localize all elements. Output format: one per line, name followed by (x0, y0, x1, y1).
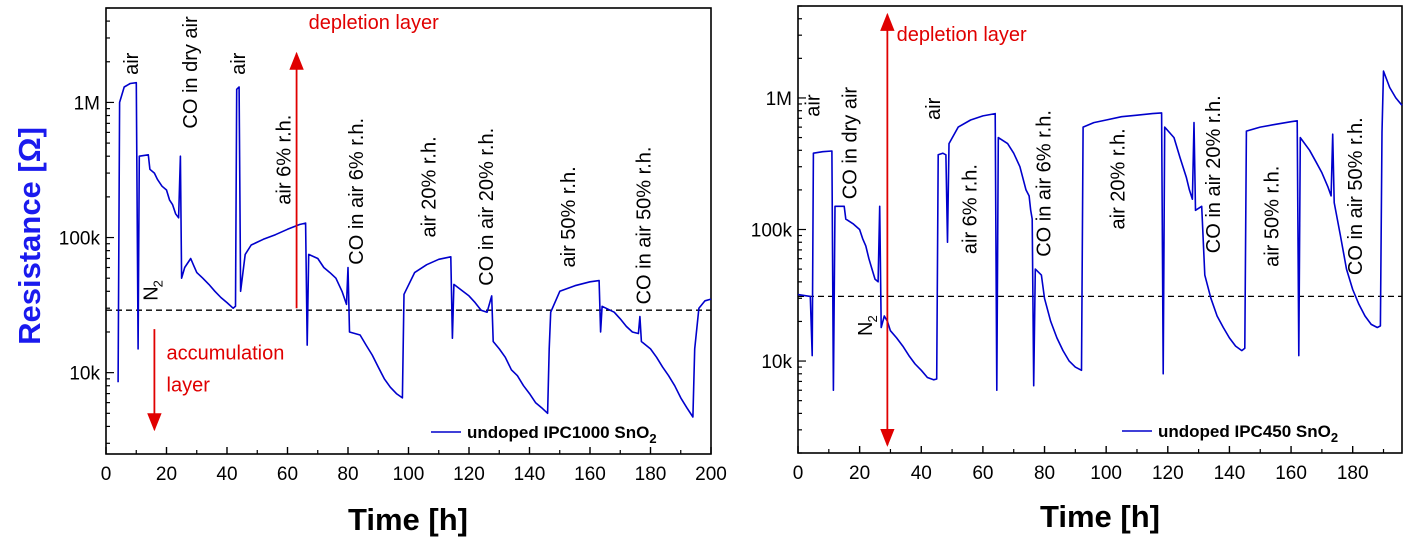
y-tick-label: 100k (59, 229, 101, 250)
annotation-label: CO in dry air (180, 16, 202, 129)
x-tick-label: 40 (911, 463, 932, 484)
x-tick-label: 140 (514, 464, 546, 485)
annotation-label: air (121, 52, 143, 75)
annotation-label: air (228, 52, 250, 75)
x-tick-label: 180 (635, 464, 667, 485)
y-tick-label: 1M (74, 93, 100, 114)
annotation-label: CO in air 20% r.h. (1203, 95, 1225, 253)
plot-panel-right: 0 20 40 60 80 100 120 140 160 180 10k 100k 1M air CO i… (751, 5, 1403, 484)
y-tick-label: 100k (751, 221, 793, 242)
annotation-label: CO in air 6% r.h. (346, 118, 368, 265)
x-tick-label: 0 (793, 463, 804, 484)
annotation-label: CO in air 20% r.h. (476, 128, 498, 286)
annotation-label: N2 (855, 315, 880, 336)
annotation-label: air 20% r.h. (419, 136, 441, 237)
x-tick-label: 60 (277, 464, 298, 485)
annotation-label: CO in air 6% r.h. (1034, 110, 1056, 257)
annotation-label: CO in air 50% r.h. (1345, 117, 1367, 275)
x-tick-label: 140 (1214, 463, 1246, 484)
annotation-label: air 50% r.h. (1262, 166, 1284, 267)
y-tick-label: 1M (766, 89, 792, 110)
series-line (117, 81, 712, 418)
annotation-label: air 50% r.h. (558, 166, 580, 267)
x-tick-label: 100 (1090, 463, 1122, 484)
legend-label: undoped IPC1000 SnO2 (467, 423, 657, 446)
x-tick-label: 60 (972, 463, 993, 484)
x-tick-label: 120 (1152, 463, 1184, 484)
x-tick-label: 200 (695, 464, 727, 485)
annotation-label: N2 (140, 280, 165, 301)
x-axis-label-right: Time [h] (1040, 499, 1160, 534)
x-tick-label: 160 (574, 464, 606, 485)
plot-panel-left: 0 20 40 60 80 100 120 140 160 180 200 10k 100k 1M air C… (59, 7, 727, 485)
annotation-label: CO in air 50% r.h. (634, 147, 656, 305)
annotation-label: air (923, 97, 945, 120)
x-tick-label: 20 (156, 464, 177, 485)
series-line (797, 70, 1403, 391)
x-tick-label: 80 (337, 464, 358, 485)
x-tick-label: 20 (849, 463, 870, 484)
x-tick-label: 120 (453, 464, 485, 485)
x-tick-label: 160 (1275, 463, 1307, 484)
y-axis-label: Resistance [Ω] (12, 127, 47, 345)
annotation-label: CO in dry air (840, 87, 862, 200)
annotation-label: air (803, 94, 825, 117)
x-tick-label: 180 (1337, 463, 1369, 484)
annotation-label: air 6% r.h. (960, 164, 982, 254)
x-tick-label: 100 (393, 464, 425, 485)
x-tick-label: 80 (1034, 463, 1055, 484)
arrow-label: depletion layer (897, 24, 1027, 46)
arrow-label-line2: layer (167, 375, 211, 397)
x-axis-label-left: Time [h] (348, 502, 468, 537)
y-tick-label: 10k (761, 352, 792, 373)
x-tick-label: 40 (216, 464, 237, 485)
arrow-label: accumulation (167, 343, 285, 365)
y-tick-label: 10k (69, 364, 100, 385)
annotation-label: air 20% r.h. (1108, 128, 1130, 229)
annotation-label: air 6% r.h. (274, 115, 296, 205)
legend-label: undoped IPC450 SnO2 (1158, 422, 1338, 445)
arrow-label: depletion layer (309, 12, 439, 34)
plot-frame (797, 5, 1403, 454)
x-tick-label: 0 (101, 464, 112, 485)
